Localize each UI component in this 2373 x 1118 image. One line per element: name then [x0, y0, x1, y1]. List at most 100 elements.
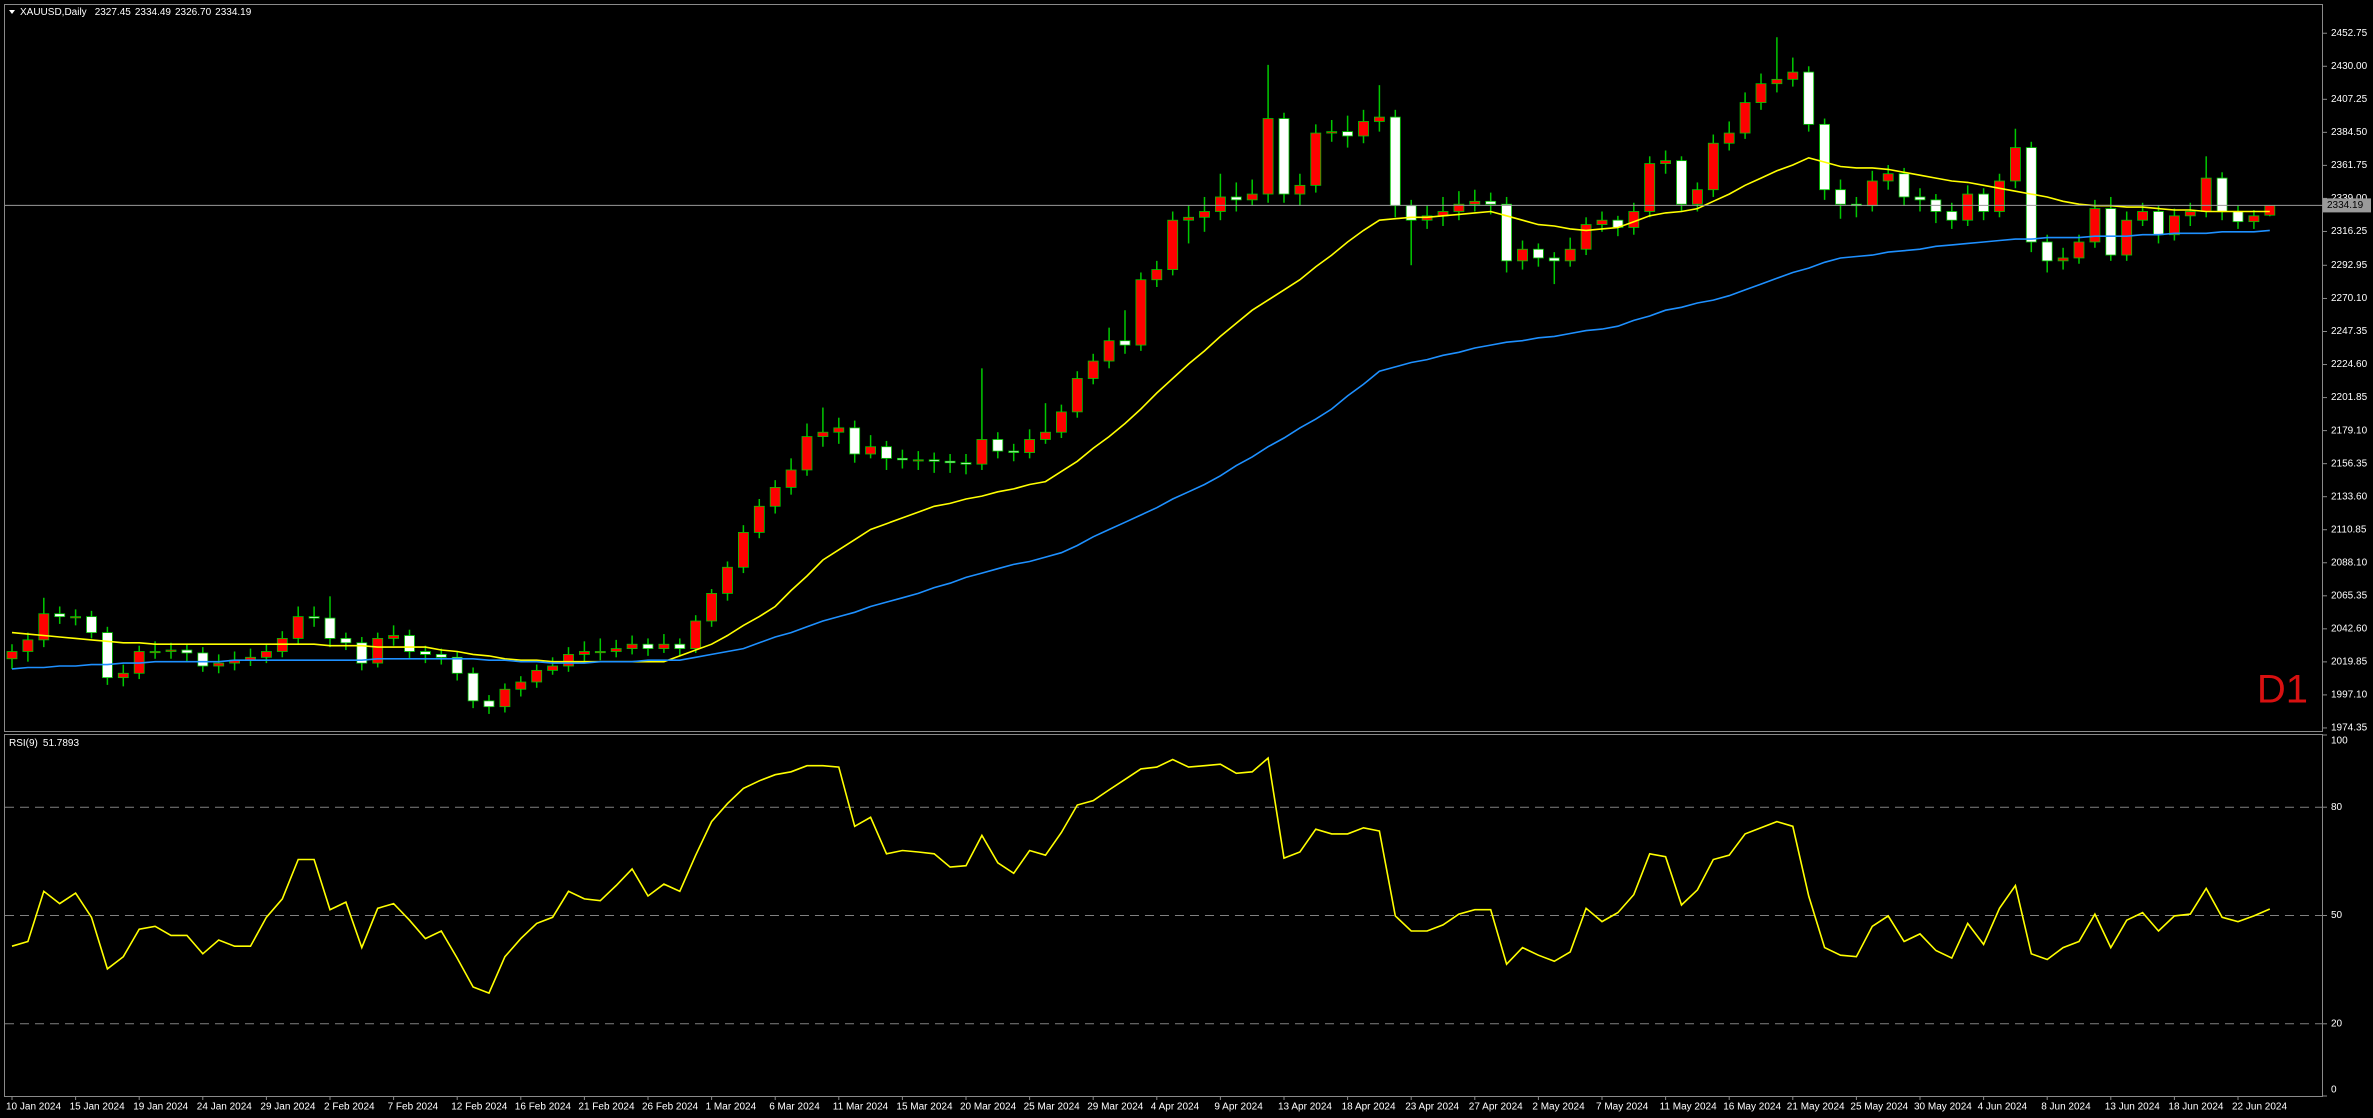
candle-body — [435, 653, 447, 658]
candle-body — [1342, 131, 1353, 137]
y-tick-label: 1974.35 — [2331, 723, 2368, 734]
candle-body — [1071, 378, 1083, 413]
candle-body — [1151, 269, 1163, 281]
y-tick-label: 2407.25 — [2331, 94, 2368, 105]
candle-body — [165, 649, 177, 652]
candle-body — [1787, 71, 1799, 80]
candle-body — [897, 457, 908, 461]
y-tick-label: 2019.85 — [2331, 657, 2368, 668]
x-tick-label: 9 Apr 2024 — [1214, 1102, 1263, 1113]
y-tick-label: 2201.85 — [2331, 392, 2368, 403]
candle-body — [1040, 431, 1051, 440]
y-tick-label: 2430.00 — [2331, 61, 2368, 72]
x-tick-label: 21 Feb 2024 — [578, 1102, 635, 1113]
candle-body — [1866, 180, 1878, 207]
candle-body — [547, 665, 558, 671]
candle-body — [753, 505, 765, 533]
x-tick-label: 22 Jun 2024 — [2232, 1102, 2287, 1113]
x-tick-label: 6 Mar 2024 — [769, 1102, 820, 1113]
candle-body — [1326, 131, 1338, 134]
candle-body — [881, 446, 892, 459]
x-tick-label: 21 May 2024 — [1787, 1102, 1845, 1113]
candle-body — [1230, 196, 1242, 201]
x-tick-label: 15 Jan 2024 — [70, 1102, 125, 1113]
candle-body — [928, 459, 940, 462]
candle-body — [642, 643, 654, 649]
candle-body — [1087, 360, 1099, 379]
x-tick-label: 18 Apr 2024 — [1342, 1102, 1396, 1113]
candle-body — [1771, 78, 1783, 85]
y-tick-label: 2042.60 — [2331, 623, 2368, 634]
candle-body — [912, 459, 924, 462]
x-tick-label: 11 May 2024 — [1660, 1102, 1718, 1113]
candle-body — [1707, 142, 1719, 191]
candle-body — [2153, 211, 2164, 236]
candle-body — [1199, 211, 1210, 218]
x-tick-label: 29 Jan 2024 — [260, 1102, 315, 1113]
candle-body — [467, 672, 479, 702]
y-tick-label: 2156.35 — [2331, 458, 2368, 469]
timeframe-label: D1 — [2257, 668, 2308, 712]
y-tick-label: 2247.35 — [2331, 326, 2368, 337]
rsi-y-tick-label: 80 — [2331, 802, 2343, 813]
y-tick-label: 2270.10 — [2331, 293, 2368, 304]
candle-body — [594, 651, 606, 654]
candle-body — [70, 616, 81, 619]
y-tick-label: 2292.95 — [2331, 260, 2368, 271]
candle-body — [2248, 215, 2260, 223]
candle-body — [1167, 219, 1179, 270]
candle-body — [1580, 224, 1592, 250]
chart-header: XAUUSD,Daily 2327.45 2334.49 2326.70 2334.19 — [20, 7, 252, 18]
symbol-title: XAUUSD,Daily — [20, 7, 87, 18]
candle-body — [1358, 121, 1369, 137]
candle-body — [2168, 215, 2180, 236]
x-tick-label: 25 Mar 2024 — [1024, 1102, 1081, 1113]
candle-body — [1374, 116, 1385, 122]
candle-body — [1676, 160, 1687, 205]
candle-body — [1389, 116, 1401, 207]
y-tick-label: 2384.50 — [2331, 127, 2368, 138]
candle-body — [1135, 279, 1147, 346]
x-tick-label: 26 Feb 2024 — [642, 1102, 699, 1113]
candle-body — [1469, 200, 1481, 205]
x-tick-label: 23 Apr 2024 — [1405, 1102, 1459, 1113]
candle-body — [1056, 411, 1067, 433]
candle-body — [1898, 173, 1910, 198]
candle-body — [388, 635, 400, 639]
candle-body — [54, 613, 66, 618]
candle-body — [722, 566, 733, 594]
candle-body — [324, 617, 336, 639]
candle-body — [738, 532, 749, 568]
candle-body — [1723, 132, 1735, 144]
candle-body — [1103, 340, 1115, 362]
candle-body — [579, 651, 590, 655]
candle-body — [372, 638, 384, 664]
candle-body — [2010, 147, 2021, 182]
candle-body — [610, 648, 622, 652]
candle-body — [515, 681, 527, 690]
x-tick-label: 8 Jun 2024 — [2041, 1102, 2091, 1113]
x-tick-label: 24 Jan 2024 — [197, 1102, 252, 1113]
x-tick-label: 4 Apr 2024 — [1151, 1102, 1200, 1113]
candle-body — [2073, 241, 2085, 259]
x-tick-label: 12 Feb 2024 — [451, 1102, 508, 1113]
candle-body — [531, 669, 543, 683]
header-open: 2327.45 — [95, 7, 132, 18]
candle-body — [1914, 196, 1926, 201]
candle-body — [626, 643, 638, 649]
candle-body — [2089, 208, 2101, 243]
candle-body — [833, 427, 845, 433]
y-tick-label: 2133.60 — [2331, 491, 2368, 502]
candle-body — [1978, 193, 1989, 212]
rsi-y-tick-label: 50 — [2331, 910, 2343, 921]
rsi-name: RSI(9) — [9, 738, 38, 749]
candle-body — [2105, 208, 2117, 256]
rsi-y-tick-label: 0 — [2331, 1085, 2337, 1096]
y-tick-label: 2316.25 — [2331, 226, 2368, 237]
candle-body — [1692, 189, 1703, 205]
candle-body — [674, 643, 686, 649]
candle-body — [1533, 248, 1544, 259]
y-tick-label: 2224.60 — [2331, 359, 2368, 370]
candle-body — [181, 649, 193, 654]
plot-area: 2452.752430.002407.252384.502361.752339.… — [5, 28, 2371, 1113]
